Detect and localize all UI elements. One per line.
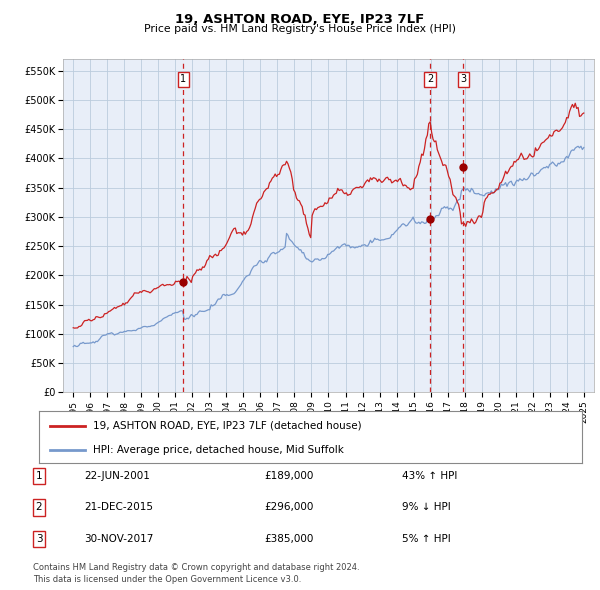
Text: 19, ASHTON ROAD, EYE, IP23 7LF (detached house): 19, ASHTON ROAD, EYE, IP23 7LF (detached… — [94, 421, 362, 431]
Text: £296,000: £296,000 — [264, 503, 313, 512]
Text: Price paid vs. HM Land Registry's House Price Index (HPI): Price paid vs. HM Land Registry's House … — [144, 24, 456, 34]
Text: 2: 2 — [35, 503, 43, 512]
Text: 1: 1 — [35, 471, 43, 481]
Text: 5% ↑ HPI: 5% ↑ HPI — [402, 534, 451, 543]
Text: 19, ASHTON ROAD, EYE, IP23 7LF: 19, ASHTON ROAD, EYE, IP23 7LF — [175, 13, 425, 26]
Text: 21-DEC-2015: 21-DEC-2015 — [84, 503, 153, 512]
Text: HPI: Average price, detached house, Mid Suffolk: HPI: Average price, detached house, Mid … — [94, 445, 344, 455]
Text: This data is licensed under the Open Government Licence v3.0.: This data is licensed under the Open Gov… — [33, 575, 301, 584]
Text: 30-NOV-2017: 30-NOV-2017 — [84, 534, 154, 543]
Text: 2: 2 — [427, 74, 433, 84]
Text: 43% ↑ HPI: 43% ↑ HPI — [402, 471, 457, 481]
Text: 1: 1 — [180, 74, 187, 84]
Text: 9% ↓ HPI: 9% ↓ HPI — [402, 503, 451, 512]
Text: £385,000: £385,000 — [264, 534, 313, 543]
Text: 22-JUN-2001: 22-JUN-2001 — [84, 471, 150, 481]
Text: 3: 3 — [35, 534, 43, 543]
Text: £189,000: £189,000 — [264, 471, 313, 481]
Text: Contains HM Land Registry data © Crown copyright and database right 2024.: Contains HM Land Registry data © Crown c… — [33, 563, 359, 572]
Text: 3: 3 — [460, 74, 466, 84]
